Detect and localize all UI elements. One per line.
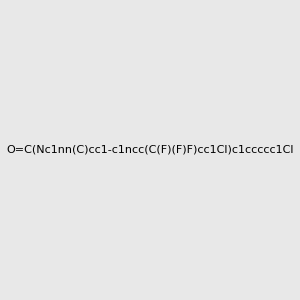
Text: O=C(Nc1nn(C)cc1-c1ncc(C(F)(F)F)cc1Cl)c1ccccc1Cl: O=C(Nc1nn(C)cc1-c1ncc(C(F)(F)F)cc1Cl)c1c…: [6, 145, 294, 155]
